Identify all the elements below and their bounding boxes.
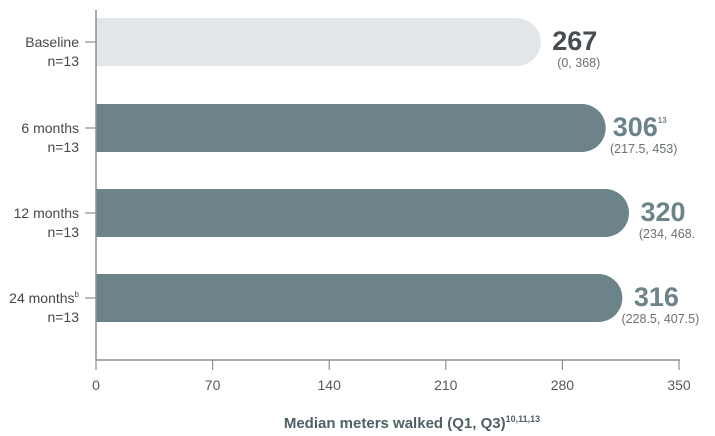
category-label-text-2: 12 months (14, 205, 79, 221)
range-label-3: (228.5, 407.5) (621, 312, 699, 326)
bar-3 (96, 274, 623, 322)
value-label-2: 320 (640, 197, 685, 227)
value-label-3: 316 (634, 282, 679, 312)
value-label-text-1: 306 (613, 112, 658, 142)
category-label-3: 24 monthsb (9, 290, 79, 306)
x-tick-label-0: 0 (92, 377, 100, 393)
category-label-text-0: Baseline (25, 34, 79, 50)
value-label-text-2: 320 (640, 197, 685, 227)
category-label-sup-3: b (75, 290, 80, 299)
bar-1 (96, 104, 606, 152)
category-label-text-3: 24 months (9, 290, 74, 306)
value-label-1: 30613 (613, 112, 668, 142)
category-n-3: n=13 (47, 309, 79, 325)
category-label-2: 12 months (14, 205, 79, 221)
range-label-1: (217.5, 453) (610, 142, 677, 156)
x-axis-title-text: Median meters walked (Q1, Q3) (284, 415, 506, 432)
x-axis-title-sup: 10,11,13 (506, 414, 541, 424)
category-label-text-1: 6 months (21, 120, 79, 136)
value-label-0: 267 (552, 26, 597, 56)
x-tick-label-3: 210 (434, 377, 458, 393)
value-label-text-3: 316 (634, 282, 679, 312)
category-labels: Baseline n=13 6 months n=13 12 months n=13 24 … (9, 34, 96, 325)
x-tick-label-1: 70 (205, 377, 221, 393)
category-n-0: n=13 (47, 53, 79, 69)
x-ticks: 0 70 140 210 280 350 (92, 360, 691, 393)
bars-layer (96, 18, 630, 322)
value-label-text-0: 267 (552, 26, 597, 56)
category-n-2: n=13 (47, 224, 79, 240)
category-n-1: n=13 (47, 139, 79, 155)
bar-2 (96, 189, 630, 237)
category-label-1: 6 months (21, 120, 79, 136)
range-label-2: (234, 468. (639, 227, 695, 241)
x-axis-title: Median meters walked (Q1, Q3)10,11,13 (284, 414, 540, 432)
range-label-0: (0, 368) (557, 56, 600, 70)
value-labels: 267(0, 368)30613(217.5, 453)320(234, 468… (552, 26, 699, 326)
value-label-sup-1: 13 (658, 116, 667, 125)
x-tick-label-4: 280 (551, 377, 575, 393)
bar-0 (96, 18, 541, 66)
category-label-0: Baseline (25, 34, 79, 50)
x-tick-label-2: 140 (318, 377, 342, 393)
x-tick-label-5: 350 (667, 377, 691, 393)
